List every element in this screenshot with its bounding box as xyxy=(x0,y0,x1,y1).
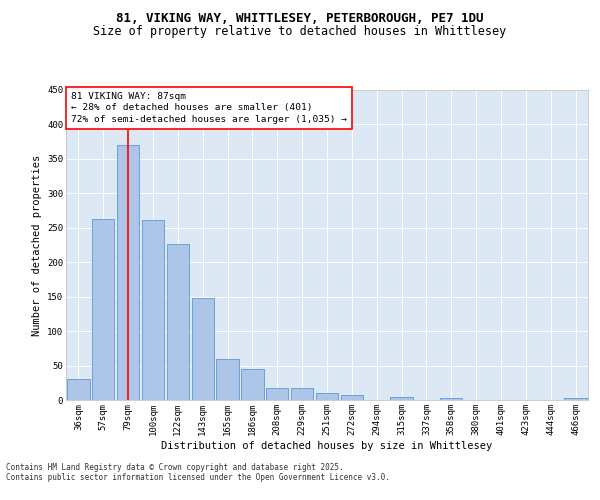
Bar xyxy=(266,388,289,400)
Bar xyxy=(142,220,164,400)
Bar xyxy=(440,398,463,400)
Text: Size of property relative to detached houses in Whittlesey: Size of property relative to detached ho… xyxy=(94,25,506,38)
Text: 81, VIKING WAY, WHITTLESEY, PETERBOROUGH, PE7 1DU: 81, VIKING WAY, WHITTLESEY, PETERBOROUGH… xyxy=(116,12,484,26)
Bar xyxy=(241,369,263,400)
Y-axis label: Number of detached properties: Number of detached properties xyxy=(32,154,41,336)
Text: Contains HM Land Registry data © Crown copyright and database right 2025.: Contains HM Land Registry data © Crown c… xyxy=(6,462,344,471)
Bar xyxy=(341,395,363,400)
Bar xyxy=(167,244,189,400)
Bar xyxy=(316,393,338,400)
Text: Contains public sector information licensed under the Open Government Licence v3: Contains public sector information licen… xyxy=(6,472,390,482)
Bar xyxy=(92,219,115,400)
Bar xyxy=(117,145,139,400)
Bar xyxy=(391,396,413,400)
Bar xyxy=(291,388,313,400)
Bar xyxy=(565,398,587,400)
Bar xyxy=(217,358,239,400)
Text: 81 VIKING WAY: 87sqm
← 28% of detached houses are smaller (401)
72% of semi-deta: 81 VIKING WAY: 87sqm ← 28% of detached h… xyxy=(71,92,347,124)
Bar xyxy=(191,298,214,400)
X-axis label: Distribution of detached houses by size in Whittlesey: Distribution of detached houses by size … xyxy=(161,440,493,450)
Bar xyxy=(67,380,89,400)
